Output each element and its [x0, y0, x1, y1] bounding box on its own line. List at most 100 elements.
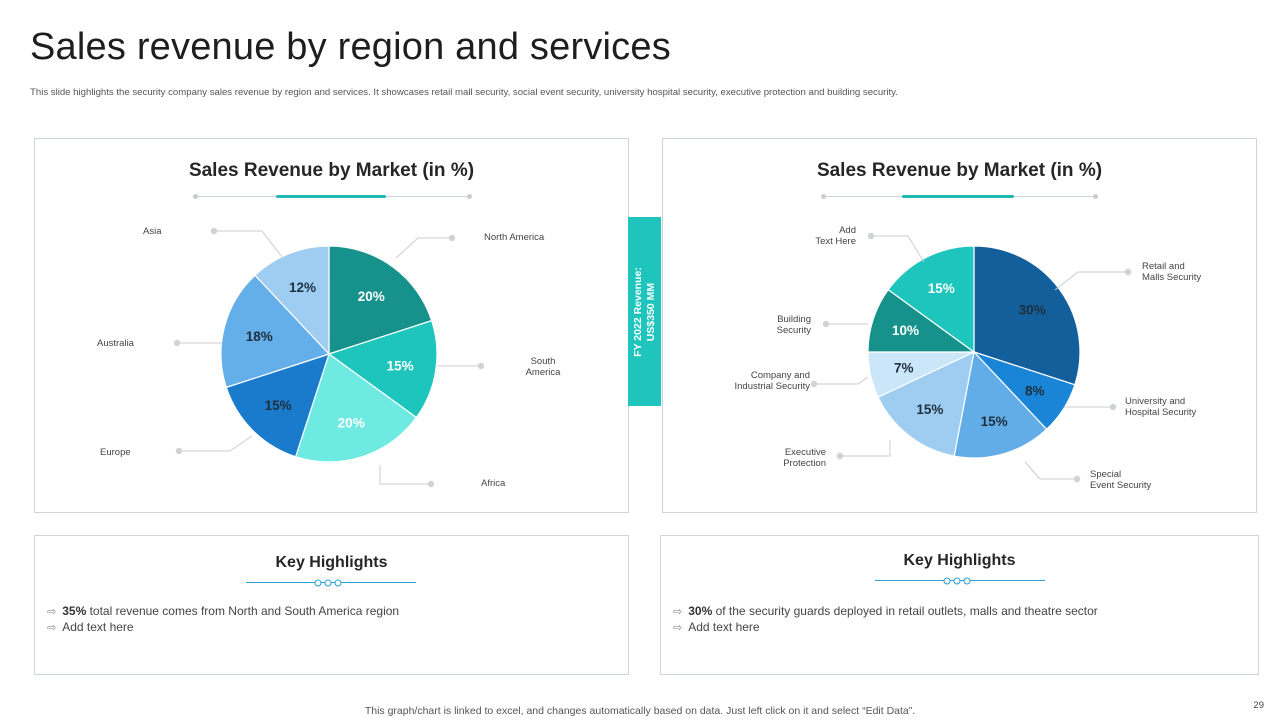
highlight-item-right-2-text: Add text here — [688, 620, 760, 634]
label-retail-malls: Retail and Malls Security — [1142, 261, 1201, 283]
chart1-europe-pct-label: 15% — [265, 398, 292, 413]
chart2-executive-protection-slice — [877, 350, 975, 457]
highlight-item-left-1-text: total revenue comes from North and South… — [86, 604, 400, 618]
label-executive-protection-line2: Protection — [783, 458, 826, 469]
chart1-australia-slice — [220, 274, 331, 389]
highlights-panel-left: Key Highlights ⇨ 35% total revenue comes … — [34, 535, 629, 675]
label-university-hospital-line1: University and — [1125, 396, 1186, 407]
chart1-asia-leader-line — [214, 230, 283, 258]
chart1-europe-leader-line — [179, 435, 253, 452]
chart2-company-and-industrial-security-leader-line — [814, 376, 869, 385]
chart2-add-text-here-leader-dot — [867, 232, 875, 240]
chart2-special-event-security-pct-label: 15% — [981, 414, 1008, 429]
highlights-panel-right: Key Highlights ⇨ 30% of the security guar… — [660, 535, 1259, 675]
left-chart-title: Sales Revenue by Market (in %) — [188, 160, 475, 181]
double-arrow-right-icon: ⇨ — [673, 622, 683, 634]
label-north-america: North America — [484, 232, 545, 243]
chart2-retail-and-malls-security-slice — [973, 245, 1081, 386]
revenue-banner: FY 2022 Revenue: US$350 MM — [628, 217, 661, 406]
highlights-dots-icon-left — [314, 579, 342, 587]
chart1-africa-leader-dot — [427, 480, 435, 488]
right-rule-dot-right — [1093, 194, 1098, 199]
highlight-item-left-2-text: Add text here — [62, 620, 134, 634]
chart2-university-and-hospital-security-pct-label: 8% — [1025, 384, 1045, 399]
label-company-industrial: Company and Industrial Security — [716, 370, 810, 392]
label-south-america: South America — [520, 356, 566, 378]
left-title-accent — [276, 195, 386, 198]
label-add-text-here: Add Text Here — [796, 225, 856, 247]
label-add-text-here-line1: Add — [839, 225, 856, 236]
label-europe: Europe — [100, 447, 131, 458]
double-arrow-right-icon: ⇨ — [47, 606, 57, 618]
label-africa: Africa — [481, 478, 506, 489]
highlight-item-right-1: ⇨ 30% of the security guards deployed in … — [673, 604, 1098, 618]
label-building-security-line2: Security — [776, 325, 811, 336]
chart2-university-and-hospital-security-leader-dot — [1109, 403, 1117, 411]
chart1-europe-slice — [225, 353, 330, 458]
double-arrow-right-icon: ⇨ — [673, 606, 683, 618]
label-asia: Asia — [143, 226, 162, 237]
chart1-north-america-pct-label: 20% — [358, 289, 385, 304]
chart2-executive-protection-pct-label: 15% — [916, 402, 943, 417]
label-south-america-line2: America — [525, 367, 561, 378]
highlights-title-right: Key Highlights — [903, 552, 1016, 569]
label-add-text-here-line2: Text Here — [815, 236, 856, 247]
chart1-africa-slice — [294, 353, 418, 463]
label-special-event-line1: Special — [1090, 469, 1122, 480]
chart2-retail-and-malls-security-leader-dot — [1124, 268, 1132, 276]
chart1-north-america-leader-dot — [448, 234, 456, 242]
label-south-america-line1: South — [530, 356, 556, 367]
footer-note: This graph/chart is linked to excel, and… — [364, 705, 916, 717]
left-rule-dot-left — [193, 194, 198, 199]
chart2-retail-and-malls-security-pct-label: 30% — [1019, 303, 1046, 318]
label-australia: Australia — [97, 338, 134, 349]
chart2-add-text-here-leader-line — [871, 235, 925, 263]
highlight-item-right-1-value: 30% — [688, 604, 713, 618]
label-retail-malls-line2: Malls Security — [1142, 272, 1202, 283]
chart1-south-america-slice — [327, 319, 438, 419]
label-retail-malls-line1: Retail and — [1142, 261, 1185, 272]
highlight-item-right-1-text: of the security guards deployed in retai… — [712, 604, 1098, 618]
chart1-asia-pct-label: 12% — [289, 280, 316, 295]
chart1-north-america-slice — [328, 245, 433, 355]
chart1-australia-pct-label: 18% — [246, 329, 273, 344]
label-company-industrial-line2: Industrial Security — [734, 381, 810, 392]
chart1-south-america-leader-dot — [477, 362, 485, 370]
label-university-hospital: University and Hospital Security — [1125, 396, 1196, 418]
highlights-title-left: Key Highlights — [275, 554, 388, 571]
chart1-europe-leader-dot — [175, 447, 183, 455]
label-executive-protection-line1: Executive — [784, 447, 826, 458]
right-title-accent — [902, 195, 1014, 198]
label-building-security: Building Security — [751, 314, 811, 336]
chart1-south-america-pct-label: 15% — [387, 358, 414, 373]
chart2-retail-and-malls-security-leader-line — [1054, 271, 1128, 291]
page-subtitle: This slide highlights the security compa… — [30, 87, 898, 98]
page-title: Sales revenue by region and services — [30, 26, 671, 68]
chart2-special-event-security-slice — [953, 350, 1048, 459]
left-rule-dot-right — [467, 194, 472, 199]
page-number: 29 — [1253, 700, 1264, 711]
chart2-executive-protection-leader-line — [840, 440, 891, 457]
label-university-hospital-line2: Hospital Security — [1125, 407, 1197, 418]
right-rule-dot-left — [821, 194, 826, 199]
chart1-asia-leader-dot — [210, 227, 218, 235]
double-arrow-right-icon: ⇨ — [47, 622, 57, 634]
chart2-special-event-security-leader-dot — [1073, 475, 1081, 483]
label-company-industrial-line1: Company and — [750, 370, 810, 381]
right-chart-title: Sales Revenue by Market (in %) — [816, 160, 1103, 181]
highlight-item-right-2: ⇨ Add text here — [673, 620, 760, 634]
label-executive-protection: Executive Protection — [760, 447, 826, 469]
chart1-north-america-leader-line — [395, 237, 452, 259]
label-special-event-line2: Event Security — [1090, 480, 1152, 491]
chart2-special-event-security-leader-line — [1024, 461, 1077, 480]
label-building-security-line1: Building — [777, 314, 811, 325]
chart2-add-text-here-slice — [887, 245, 975, 354]
chart2-company-and-industrial-security-pct-label: 7% — [894, 361, 914, 376]
chart1-africa-pct-label: 20% — [338, 416, 365, 431]
chart1-asia-slice — [254, 245, 330, 356]
chart2-company-and-industrial-security-leader-dot — [810, 380, 818, 388]
chart2-building-security-pct-label: 10% — [892, 323, 919, 338]
chart1-africa-leader-line — [379, 465, 431, 485]
highlight-item-left-1-value: 35% — [62, 604, 87, 618]
